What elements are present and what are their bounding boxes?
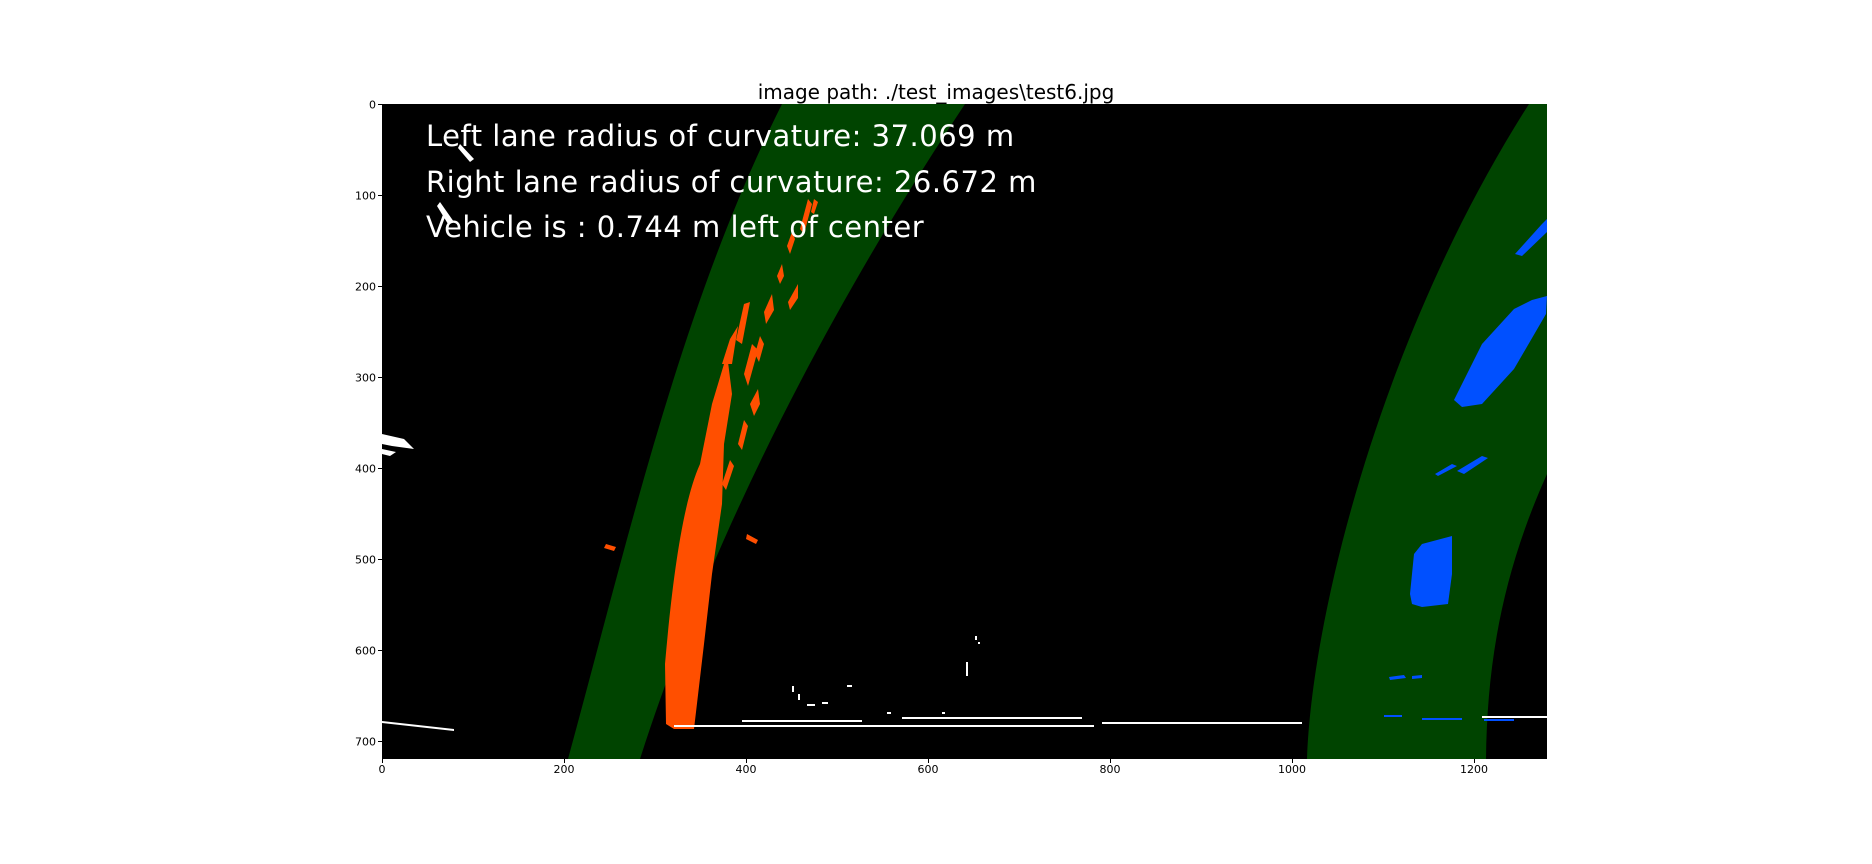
y-tick-100: 100 bbox=[355, 189, 376, 203]
x-tick-600: 600 bbox=[917, 763, 939, 776]
x-tick-800: 800 bbox=[1099, 763, 1121, 776]
left-lane-window bbox=[568, 104, 965, 759]
x-tickmark bbox=[1110, 759, 1111, 763]
right-lane-pixels bbox=[1384, 219, 1547, 721]
y-tickmark bbox=[378, 104, 382, 105]
y-tick-500: 500 bbox=[355, 553, 376, 567]
right-curvature-text: Right lane radius of curvature: 26.672 m bbox=[426, 165, 1037, 199]
x-tick-400: 400 bbox=[735, 763, 757, 776]
y-tickmark bbox=[378, 377, 382, 378]
y-tick-0: 0 bbox=[369, 98, 376, 112]
y-tickmark bbox=[378, 468, 382, 469]
x-tickmark bbox=[1292, 759, 1293, 763]
x-tickmark bbox=[1474, 759, 1475, 763]
x-tickmark bbox=[382, 759, 383, 763]
vehicle-offset-text: Vehicle is : 0.744 m left of center bbox=[426, 210, 925, 244]
left-lane-pixels bbox=[604, 199, 818, 729]
lane-image bbox=[382, 104, 1547, 759]
y-tickmark bbox=[378, 650, 382, 651]
figure-title: image path: ./test_images\test6.jpg bbox=[757, 80, 1115, 104]
left-curvature-text: Left lane radius of curvature: 37.069 m bbox=[426, 119, 1015, 153]
y-tickmark bbox=[378, 741, 382, 742]
x-tick-0: 0 bbox=[378, 763, 386, 776]
y-tick-600: 600 bbox=[355, 644, 376, 658]
x-tickmark bbox=[746, 759, 747, 763]
x-tick-1000: 1000 bbox=[1278, 763, 1306, 776]
right-lane-window bbox=[1307, 104, 1547, 759]
y-tick-400: 400 bbox=[355, 462, 376, 476]
x-tick-200: 200 bbox=[553, 763, 575, 776]
y-tickmark bbox=[378, 559, 382, 560]
noise-pixels bbox=[382, 144, 1547, 731]
y-tickmark bbox=[378, 195, 382, 196]
image-plot: Left lane radius of curvature: 37.069 m … bbox=[382, 104, 1547, 759]
x-tick-1200: 1200 bbox=[1460, 763, 1488, 776]
x-tickmark bbox=[928, 759, 929, 763]
y-tick-300: 300 bbox=[355, 371, 376, 385]
y-tick-700: 700 bbox=[355, 735, 376, 749]
x-tickmark bbox=[564, 759, 565, 763]
y-tickmark bbox=[378, 286, 382, 287]
y-tick-200: 200 bbox=[355, 280, 376, 294]
